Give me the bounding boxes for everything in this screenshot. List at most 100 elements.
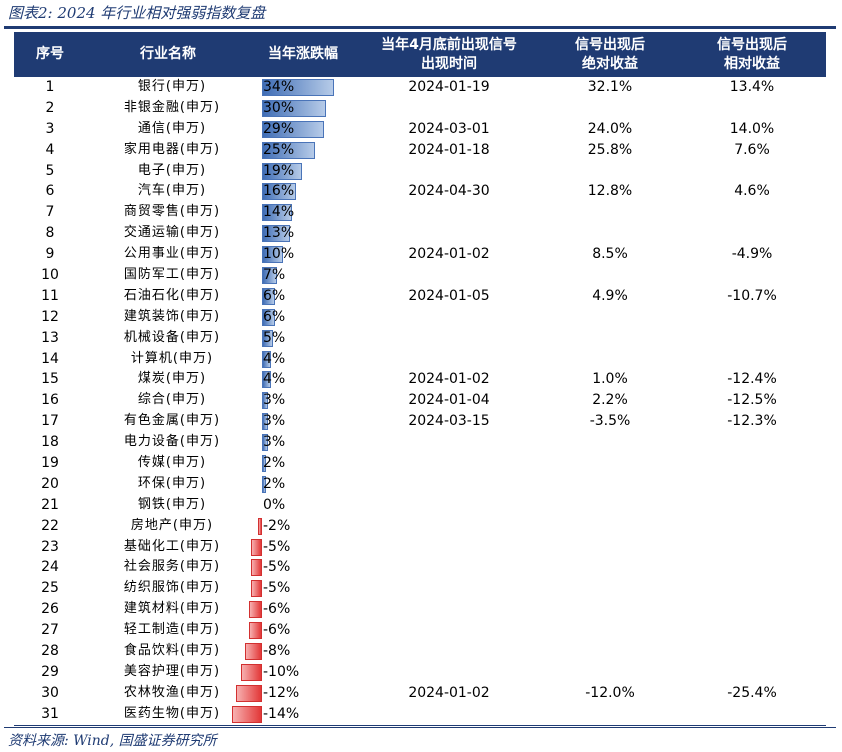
return-label: 13% — [263, 225, 295, 242]
return-cell: 29% — [250, 119, 356, 140]
return-label: -12% — [263, 684, 300, 701]
relative-return — [678, 641, 826, 662]
signal-date: 2024-01-02 — [408, 246, 490, 263]
signal-date: 2024-01-05 — [408, 287, 490, 304]
relative-return — [678, 98, 826, 119]
absolute-return — [542, 557, 678, 578]
relative-return — [678, 662, 826, 683]
return-label: 0% — [263, 496, 286, 513]
return-label: -6% — [263, 622, 291, 639]
industry-name: 基础化工(申万) — [123, 538, 221, 554]
table-row: 14 计算机(申万) 4% — [14, 349, 826, 370]
absolute-return — [542, 599, 678, 620]
signal-date — [356, 578, 542, 599]
row-index: 28 — [41, 643, 59, 660]
industry-name: 商贸零售(申万) — [123, 204, 221, 220]
row-index: 27 — [41, 622, 59, 639]
relative-return — [678, 223, 826, 244]
table-row: 24 社会服务(申万) -5% — [14, 557, 826, 578]
return-label: -6% — [263, 601, 291, 618]
industry-name: 非银金融(申万) — [123, 99, 221, 115]
relative-return: -12.5% — [727, 392, 777, 409]
return-label: -5% — [263, 559, 291, 576]
industry-name: 机械设备(申万) — [123, 329, 221, 345]
positive-return-bar — [262, 183, 297, 201]
industry-name: 国防军工(申万) — [123, 267, 221, 283]
industry-name: 电力设备(申万) — [123, 434, 221, 450]
return-cell: 2% — [250, 474, 356, 495]
relative-return — [678, 474, 826, 495]
table-row: 5 电子(申万) 19% — [14, 161, 826, 182]
row-index: 17 — [41, 413, 59, 430]
positive-return-bar — [262, 267, 277, 285]
absolute-return — [542, 265, 678, 286]
return-label: 29% — [263, 120, 295, 137]
row-index: 22 — [41, 517, 59, 534]
absolute-return — [542, 662, 678, 683]
return-label: 25% — [263, 141, 295, 158]
industry-name: 纺织服饰(申万) — [123, 580, 221, 596]
row-index: 25 — [41, 580, 59, 597]
row-index: 3 — [45, 120, 55, 137]
relative-return: 13.4% — [729, 79, 775, 95]
industry-name: 公用事业(申万) — [123, 246, 221, 262]
return-cell: 4% — [250, 349, 356, 370]
absolute-return — [542, 620, 678, 641]
table-row: 23 基础化工(申万) -5% — [14, 537, 826, 558]
absolute-return — [542, 516, 678, 537]
relative-return: 14.0% — [729, 120, 775, 137]
table-row: 3 通信(申万) 29% 2024-03-01 24.0% 14.0% — [14, 119, 826, 140]
industry-name: 环保(申万) — [137, 475, 207, 491]
relative-return — [678, 307, 826, 328]
return-label: 5% — [263, 329, 286, 346]
relative-return — [678, 599, 826, 620]
absolute-return: -3.5% — [589, 413, 631, 430]
header-absolute-return: 信号出现后 绝对收益 — [542, 32, 678, 77]
positive-return-bar — [262, 434, 269, 452]
row-index: 2 — [45, 99, 55, 116]
table-row: 6 汽车(申万) 16% 2024-04-30 12.8% 4.6% — [14, 181, 826, 202]
table-row: 12 建筑装饰(申万) 6% — [14, 307, 826, 328]
return-label: -5% — [263, 538, 291, 555]
table-header: 序号 行业名称 当年涨跌幅 当年4月底前出现信号 出现时间 信号出现后 绝对收益 信… — [14, 32, 826, 77]
row-index: 8 — [45, 225, 55, 242]
row-index: 30 — [41, 684, 59, 701]
return-cell: -8% — [244, 641, 356, 662]
source-rule — [4, 727, 836, 728]
signal-date — [356, 453, 542, 474]
negative-return-bar — [251, 559, 262, 577]
positive-return-bar — [262, 413, 269, 431]
signal-date — [356, 307, 542, 328]
industry-name: 综合(申万) — [137, 392, 207, 408]
header-name: 行业名称 — [140, 46, 196, 62]
return-label: 34% — [263, 79, 295, 95]
positive-return-bar — [262, 475, 267, 493]
absolute-return — [542, 537, 678, 558]
absolute-return — [542, 704, 678, 725]
industry-name: 社会服务(申万) — [123, 559, 221, 575]
header-idx: 序号 — [36, 46, 64, 62]
table-row: 7 商贸零售(申万) 14% — [14, 202, 826, 223]
row-index: 14 — [41, 350, 59, 367]
table-row: 19 传媒(申万) 2% — [14, 453, 826, 474]
relative-return — [678, 265, 826, 286]
relative-return: 7.6% — [734, 141, 770, 158]
positive-return-bar — [262, 162, 303, 180]
absolute-return — [542, 474, 678, 495]
absolute-return — [542, 328, 678, 349]
row-index: 20 — [41, 475, 59, 492]
row-index: 18 — [41, 434, 59, 451]
positive-return-bar — [262, 141, 316, 159]
header-signal-date: 当年4月底前出现信号 出现时间 — [356, 32, 542, 77]
table-row: 15 煤炭(申万) 4% 2024-01-02 1.0% -12.4% — [14, 369, 826, 390]
absolute-return: 24.0% — [587, 120, 633, 137]
industry-name: 电子(申万) — [137, 162, 207, 178]
return-cell: -14% — [232, 704, 356, 725]
table-row: 17 有色金属(申万) 3% 2024-03-15 -3.5% -12.3% — [14, 411, 826, 432]
return-label: 2% — [263, 475, 286, 492]
signal-date — [356, 432, 542, 453]
return-cell: 13% — [250, 223, 356, 244]
absolute-return — [542, 641, 678, 662]
relative-return — [678, 328, 826, 349]
table-row: 29 美容护理(申万) -10% — [14, 662, 826, 683]
